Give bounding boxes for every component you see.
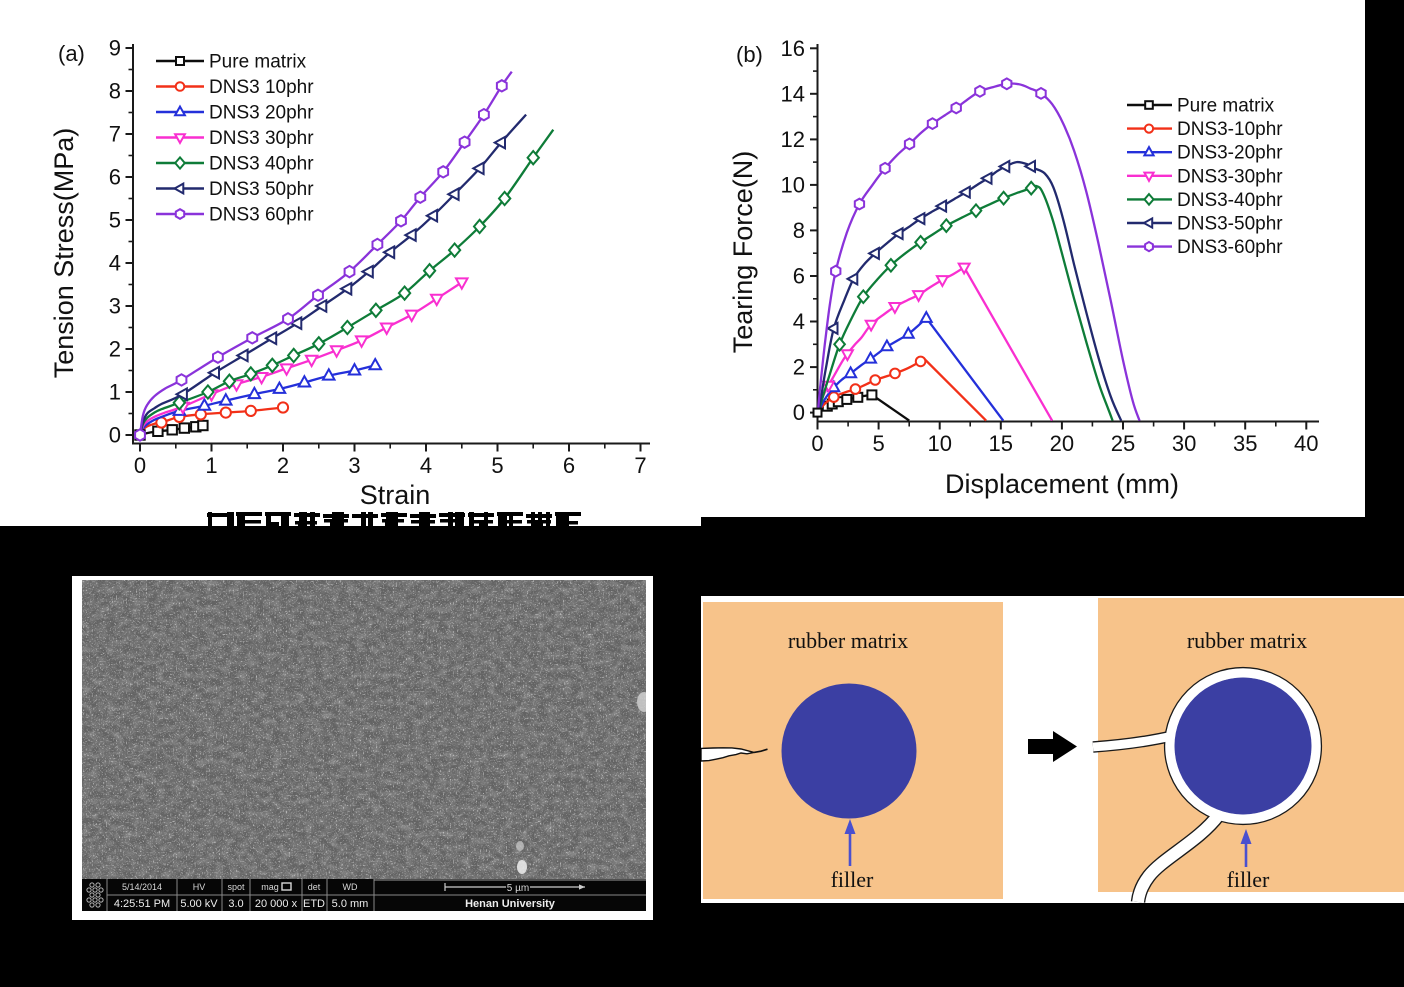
svg-text:Displacement (mm): Displacement (mm) <box>945 469 1179 499</box>
svg-text:0: 0 <box>109 423 121 448</box>
svg-text:4: 4 <box>109 251 121 276</box>
svg-text:5 µm: 5 µm <box>507 883 529 894</box>
svg-text:7: 7 <box>109 122 121 147</box>
svg-text:DNS3 30phr: DNS3 30phr <box>209 128 314 149</box>
svg-text:2: 2 <box>277 453 289 478</box>
svg-text:40: 40 <box>1294 431 1318 456</box>
svg-text:7: 7 <box>634 453 646 478</box>
svg-text:15: 15 <box>989 431 1013 456</box>
svg-text:rubber matrix: rubber matrix <box>1187 628 1307 653</box>
svg-text:20: 20 <box>1050 431 1074 456</box>
svg-text:WD: WD <box>343 882 358 892</box>
svg-text:3: 3 <box>348 453 360 478</box>
svg-text:0: 0 <box>134 453 146 478</box>
svg-text:10: 10 <box>781 172 805 197</box>
svg-text:14: 14 <box>781 81 805 106</box>
svg-text:5: 5 <box>872 431 884 456</box>
svg-text:filler: filler <box>1227 867 1270 892</box>
svg-text:DNS3 50phr: DNS3 50phr <box>209 179 314 200</box>
svg-text:12: 12 <box>781 127 805 152</box>
svg-text:3.0: 3.0 <box>228 898 243 910</box>
svg-text:8: 8 <box>109 79 121 104</box>
svg-text:0: 0 <box>811 431 823 456</box>
svg-text:35: 35 <box>1233 431 1257 456</box>
svg-text:25: 25 <box>1111 431 1135 456</box>
svg-text:(b): (b) <box>736 42 763 67</box>
svg-text:DNS3 60phr: DNS3 60phr <box>209 205 314 226</box>
svg-text:5/14/2014: 5/14/2014 <box>122 882 162 892</box>
svg-text:DNS3-50phr: DNS3-50phr <box>1177 214 1283 235</box>
svg-text:DNS3 40phr: DNS3 40phr <box>209 154 314 175</box>
svg-text:5: 5 <box>109 208 121 233</box>
svg-text:5.00 kV: 5.00 kV <box>180 898 218 910</box>
svg-text:9: 9 <box>109 36 121 61</box>
svg-text:det: det <box>308 882 321 892</box>
svg-text:filler: filler <box>831 867 874 892</box>
svg-text:DNS3-30phr: DNS3-30phr <box>1177 166 1283 187</box>
svg-text:DNS3-10phr: DNS3-10phr <box>1177 119 1283 140</box>
svg-text:6: 6 <box>109 165 121 190</box>
svg-text:2: 2 <box>109 337 121 362</box>
svg-text:4:25:51 PM: 4:25:51 PM <box>114 898 170 910</box>
svg-text:Pure matrix: Pure matrix <box>1177 96 1275 117</box>
svg-text:5: 5 <box>491 453 503 478</box>
svg-text:1: 1 <box>205 453 217 478</box>
svg-text:DNS3-20phr: DNS3-20phr <box>1177 143 1283 164</box>
svg-text:mag: mag <box>261 882 279 892</box>
svg-text:6: 6 <box>563 453 575 478</box>
svg-text:2: 2 <box>793 355 805 380</box>
svg-text:5.0 mm: 5.0 mm <box>332 898 369 910</box>
svg-text:Henan University: Henan University <box>465 898 556 910</box>
svg-text:Pure matrix: Pure matrix <box>209 52 307 73</box>
svg-text:0: 0 <box>793 400 805 425</box>
svg-text:DNS3-40phr: DNS3-40phr <box>1177 190 1283 211</box>
svg-text:Strain: Strain <box>360 480 431 510</box>
svg-text:spot: spot <box>227 882 245 892</box>
svg-text:16: 16 <box>781 36 805 61</box>
svg-text:10: 10 <box>927 431 951 456</box>
svg-text:4: 4 <box>420 453 432 478</box>
svg-text:(a): (a) <box>58 41 85 66</box>
svg-text:3: 3 <box>109 294 121 319</box>
svg-text:DNS3 20phr: DNS3 20phr <box>209 103 314 124</box>
svg-text:1: 1 <box>109 380 121 405</box>
svg-text:8: 8 <box>793 218 805 243</box>
svg-text:20 000 x: 20 000 x <box>255 898 298 910</box>
svg-text:DNS3 10phr: DNS3 10phr <box>209 77 314 98</box>
svg-text:30: 30 <box>1172 431 1196 456</box>
svg-text:rubber matrix: rubber matrix <box>788 628 908 653</box>
svg-text:Tearing Force(N): Tearing Force(N) <box>728 151 758 354</box>
svg-text:ETD: ETD <box>303 898 325 910</box>
svg-text:Tension Stress(MPa): Tension Stress(MPa) <box>49 128 79 379</box>
svg-text:HV: HV <box>193 882 206 892</box>
svg-text:4: 4 <box>793 309 805 334</box>
svg-text:DNS3-60phr: DNS3-60phr <box>1177 237 1283 258</box>
svg-text:6: 6 <box>793 264 805 289</box>
